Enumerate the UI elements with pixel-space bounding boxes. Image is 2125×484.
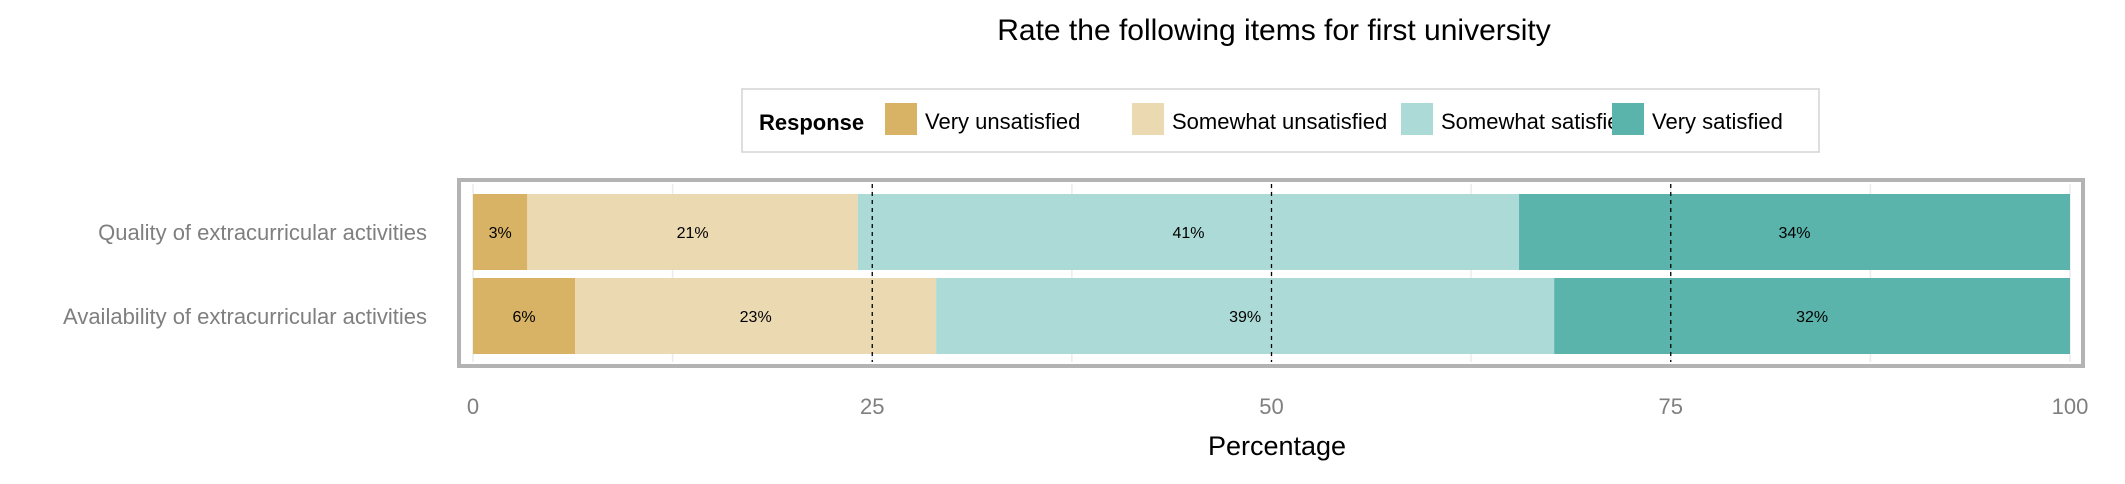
bar-label-0-1: 21% (677, 225, 709, 242)
x-tick-label-3: 75 (1659, 394, 1683, 419)
legend-label-2: Somewhat satisfied (1441, 109, 1632, 134)
x-tick-label-2: 50 (1259, 394, 1283, 419)
bar-label-1-3: 32% (1796, 309, 1828, 326)
bar-label-1-2: 39% (1229, 309, 1261, 326)
legend-key-2 (1401, 103, 1433, 135)
legend-key-1 (1132, 103, 1164, 135)
legend-key-0 (885, 103, 917, 135)
bar-label-1-1: 23% (740, 309, 772, 326)
bar-0-2 (857, 194, 1520, 270)
panel-border (457, 178, 2085, 368)
x-tick-label-0: 0 (467, 394, 479, 419)
legend-label-0: Very unsatisfied (925, 109, 1080, 134)
bar-label-0-0: 3% (489, 225, 512, 242)
legend-key-3 (1612, 103, 1644, 135)
bar-1-2 (936, 278, 1555, 354)
plot-area: 3% 21% 41% 34% 6% 23% 39% 32% Quality of extracu… (63, 178, 2089, 419)
y-tick-label-0: Quality of extracurricular activities (98, 220, 427, 245)
bar-label-1-0: 6% (513, 309, 536, 326)
bar-label-0-2: 41% (1172, 225, 1204, 242)
x-tick-label-4: 100 (2052, 394, 2089, 419)
x-tick-label-1: 25 (860, 394, 884, 419)
legend-title: Response (759, 110, 864, 135)
y-tick-label-1: Availability of extracurricular activiti… (63, 304, 427, 329)
bar-0-3 (1519, 194, 2070, 270)
chart-title: Rate the following items for first unive… (997, 14, 1551, 47)
bar-1-0 (473, 278, 576, 354)
legend: Response Very unsatisfied Somewhat unsati… (741, 88, 1820, 153)
legend-label-1: Somewhat unsatisfied (1172, 109, 1387, 134)
bar-0-1 (527, 194, 858, 270)
bar-label-0-3: 34% (1779, 225, 1811, 242)
legend-entries: Very unsatisfied Somewhat unsatisfied Some… (885, 103, 1783, 135)
legend-label-3: Very satisfied (1652, 109, 1783, 134)
x-axis-label: Percentage (1208, 431, 1346, 461)
bar-0-0 (473, 194, 528, 270)
bar-1-1 (575, 278, 937, 354)
bar-1-3 (1554, 278, 2070, 354)
